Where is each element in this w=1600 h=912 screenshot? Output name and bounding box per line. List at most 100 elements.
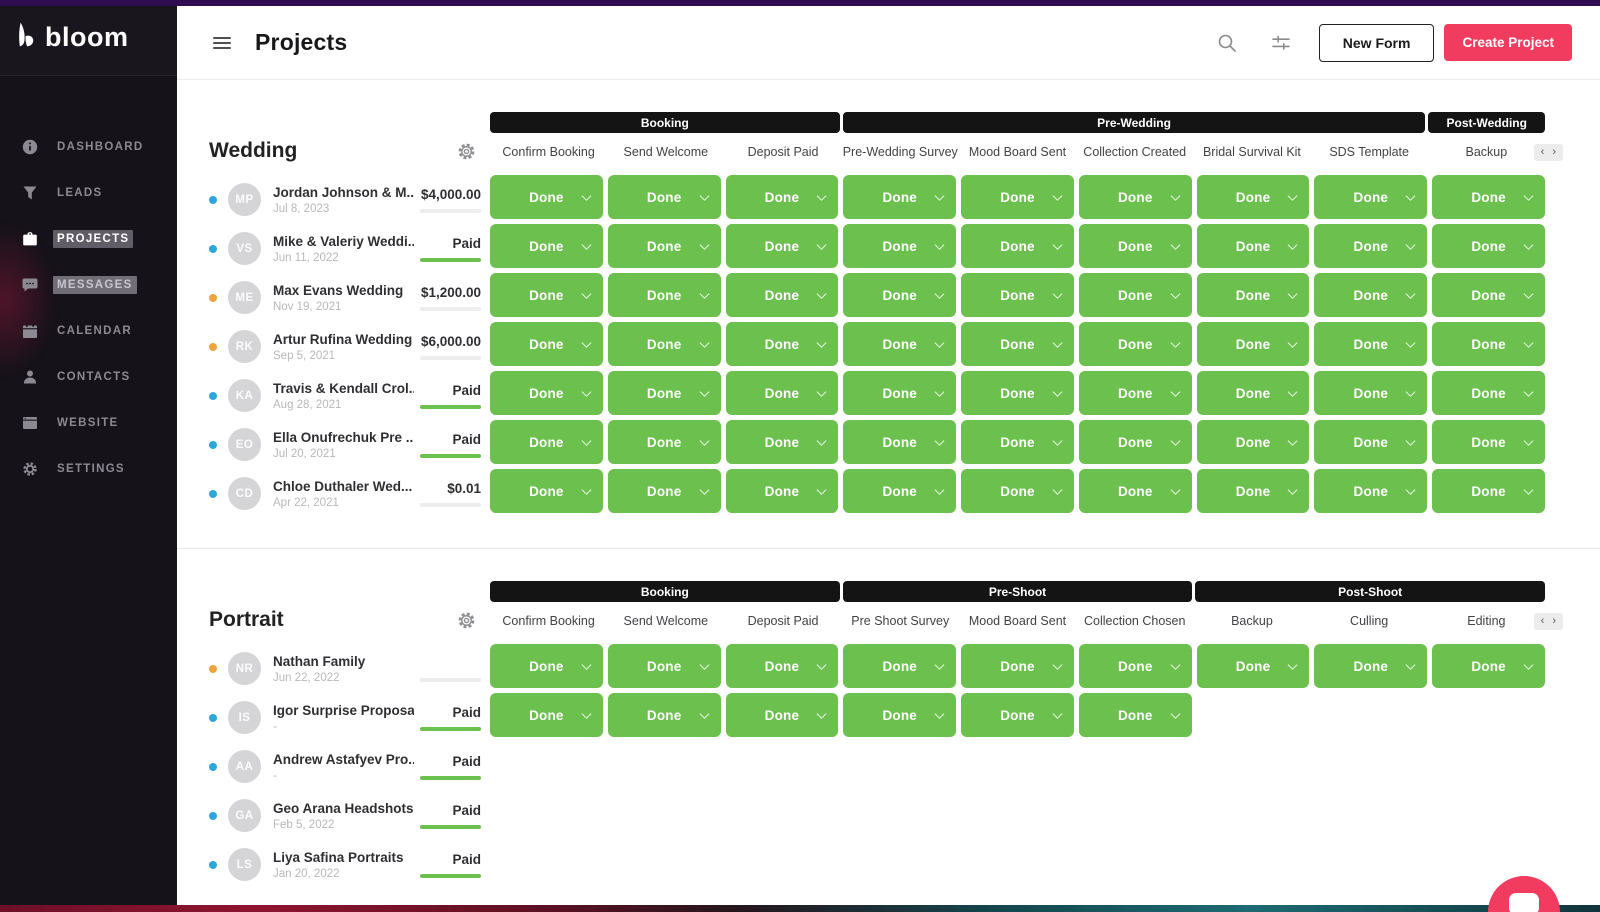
- bloom-logo[interactable]: bloom: [0, 0, 177, 76]
- task-status-button[interactable]: Done: [843, 644, 957, 688]
- task-status-button[interactable]: Done: [490, 175, 603, 219]
- task-status-button[interactable]: Done: [607, 322, 721, 366]
- sidebar-item-calendar[interactable]: CALENDAR: [0, 308, 177, 354]
- task-status-button[interactable]: Done: [843, 224, 957, 268]
- sidebar-item-website[interactable]: WEBSITE: [0, 400, 177, 446]
- task-status-button[interactable]: Done: [1314, 371, 1428, 415]
- task-status-button[interactable]: Done: [725, 420, 839, 464]
- task-status-button[interactable]: Done: [1196, 371, 1310, 415]
- task-status-button[interactable]: Done: [843, 371, 957, 415]
- task-status-button[interactable]: Done: [1196, 322, 1310, 366]
- project-row[interactable]: RK Artur Rufina Wedding Sep 5, 2021 $6,0…: [209, 322, 490, 371]
- create-project-button[interactable]: Create Project: [1444, 24, 1572, 61]
- task-status-button[interactable]: Done: [490, 224, 603, 268]
- task-status-button[interactable]: Done: [1078, 322, 1192, 366]
- task-status-button[interactable]: Done: [490, 693, 603, 737]
- task-status-button[interactable]: Done: [1314, 322, 1428, 366]
- task-status-button[interactable]: Done: [1432, 224, 1545, 268]
- task-status-button[interactable]: Done: [1196, 224, 1310, 268]
- task-status-button[interactable]: Done: [1314, 224, 1428, 268]
- task-status-button[interactable]: Done: [961, 693, 1074, 737]
- task-status-button[interactable]: Done: [725, 644, 839, 688]
- task-status-button[interactable]: Done: [1432, 273, 1545, 317]
- task-status-button[interactable]: Done: [843, 469, 957, 513]
- task-status-button[interactable]: Done: [1432, 175, 1545, 219]
- task-status-button[interactable]: Done: [961, 644, 1074, 688]
- menu-icon[interactable]: [213, 36, 231, 49]
- sidebar-item-dashboard[interactable]: DASHBOARD: [0, 124, 177, 170]
- task-status-button[interactable]: Done: [1432, 371, 1545, 415]
- task-status-button[interactable]: Done: [1078, 420, 1192, 464]
- task-status-button[interactable]: Done: [1078, 224, 1192, 268]
- task-status-button[interactable]: Done: [1196, 644, 1310, 688]
- project-row[interactable]: KA Travis & Kendall Crol... Aug 28, 2021…: [209, 371, 490, 420]
- task-status-button[interactable]: Done: [607, 224, 721, 268]
- task-status-button[interactable]: Done: [490, 644, 603, 688]
- search-icon[interactable]: [1217, 33, 1237, 53]
- project-row[interactable]: IS Igor Surprise Proposal - Paid: [209, 693, 490, 742]
- task-status-button[interactable]: Done: [961, 273, 1074, 317]
- pager-prev-icon[interactable]: ‹: [1540, 615, 1545, 627]
- project-row[interactable]: GA Geo Arana Headshots Feb 5, 2022 Paid: [209, 791, 490, 840]
- task-status-button[interactable]: Done: [490, 371, 603, 415]
- task-status-button[interactable]: Done: [961, 371, 1074, 415]
- project-row[interactable]: ME Max Evans Wedding Nov 19, 2021 $1,200…: [209, 273, 490, 322]
- sidebar-item-settings[interactable]: SETTINGS: [0, 446, 177, 492]
- task-status-button[interactable]: Done: [961, 322, 1074, 366]
- project-row[interactable]: VS Mike & Valeriy Weddi... Jun 11, 2022 …: [209, 224, 490, 273]
- task-status-button[interactable]: Done: [1432, 469, 1545, 513]
- task-status-button[interactable]: Done: [1078, 371, 1192, 415]
- sidebar-item-leads[interactable]: LEADS: [0, 170, 177, 216]
- task-status-button[interactable]: Done: [1196, 273, 1310, 317]
- task-status-button[interactable]: Done: [961, 469, 1074, 513]
- task-status-button[interactable]: Done: [607, 175, 721, 219]
- sidebar-item-projects[interactable]: PROJECTS: [0, 216, 177, 262]
- task-status-button[interactable]: Done: [1432, 644, 1545, 688]
- task-status-button[interactable]: Done: [1196, 175, 1310, 219]
- task-status-button[interactable]: Done: [961, 224, 1074, 268]
- project-row[interactable]: CD Chloe Duthaler Wed... Apr 22, 2021 $0…: [209, 469, 490, 518]
- filters-sliders-icon[interactable]: [1271, 33, 1291, 53]
- task-status-button[interactable]: Done: [725, 693, 839, 737]
- project-row[interactable]: EO Ella Onufrechuk Pre ... Jul 20, 2021 …: [209, 420, 490, 469]
- pager-prev-icon[interactable]: ‹: [1540, 146, 1545, 158]
- task-status-button[interactable]: Done: [725, 322, 839, 366]
- task-status-button[interactable]: Done: [607, 371, 721, 415]
- task-status-button[interactable]: Done: [843, 693, 957, 737]
- task-status-button[interactable]: Done: [1432, 322, 1545, 366]
- section-settings-gear-icon[interactable]: [457, 142, 476, 161]
- task-status-button[interactable]: Done: [607, 420, 721, 464]
- task-status-button[interactable]: Done: [1078, 644, 1192, 688]
- project-row[interactable]: LS Liya Safina Portraits Jan 20, 2022 Pa…: [209, 840, 490, 889]
- task-status-button[interactable]: Done: [490, 420, 603, 464]
- task-status-button[interactable]: Done: [607, 273, 721, 317]
- section-settings-gear-icon[interactable]: [457, 611, 476, 630]
- sidebar-item-messages[interactable]: MESSAGES: [0, 262, 177, 308]
- task-status-button[interactable]: Done: [490, 469, 603, 513]
- task-status-button[interactable]: Done: [725, 371, 839, 415]
- project-row[interactable]: NR Nathan Family Jun 22, 2022: [209, 644, 490, 693]
- task-status-button[interactable]: Done: [1196, 469, 1310, 513]
- pager-next-icon[interactable]: ›: [1552, 615, 1556, 627]
- task-status-button[interactable]: Done: [490, 273, 603, 317]
- task-status-button[interactable]: Done: [1196, 420, 1310, 464]
- project-row[interactable]: MP Jordan Johnson & M... Jul 8, 2023 $4,…: [209, 175, 490, 224]
- task-status-button[interactable]: Done: [843, 175, 957, 219]
- task-status-button[interactable]: Done: [1314, 469, 1428, 513]
- task-status-button[interactable]: Done: [1078, 469, 1192, 513]
- column-pager[interactable]: ‹ ›: [1533, 613, 1563, 630]
- task-status-button[interactable]: Done: [607, 644, 721, 688]
- new-form-button[interactable]: New Form: [1318, 23, 1435, 62]
- task-status-button[interactable]: Done: [1078, 175, 1192, 219]
- task-status-button[interactable]: Done: [607, 693, 721, 737]
- task-status-button[interactable]: Done: [1078, 693, 1192, 737]
- task-status-button[interactable]: Done: [725, 469, 839, 513]
- task-status-button[interactable]: Done: [843, 273, 957, 317]
- task-status-button[interactable]: Done: [961, 420, 1074, 464]
- task-status-button[interactable]: Done: [1314, 273, 1428, 317]
- task-status-button[interactable]: Done: [490, 322, 603, 366]
- task-status-button[interactable]: Done: [607, 469, 721, 513]
- task-status-button[interactable]: Done: [1078, 273, 1192, 317]
- task-status-button[interactable]: Done: [1432, 420, 1545, 464]
- task-status-button[interactable]: Done: [961, 175, 1074, 219]
